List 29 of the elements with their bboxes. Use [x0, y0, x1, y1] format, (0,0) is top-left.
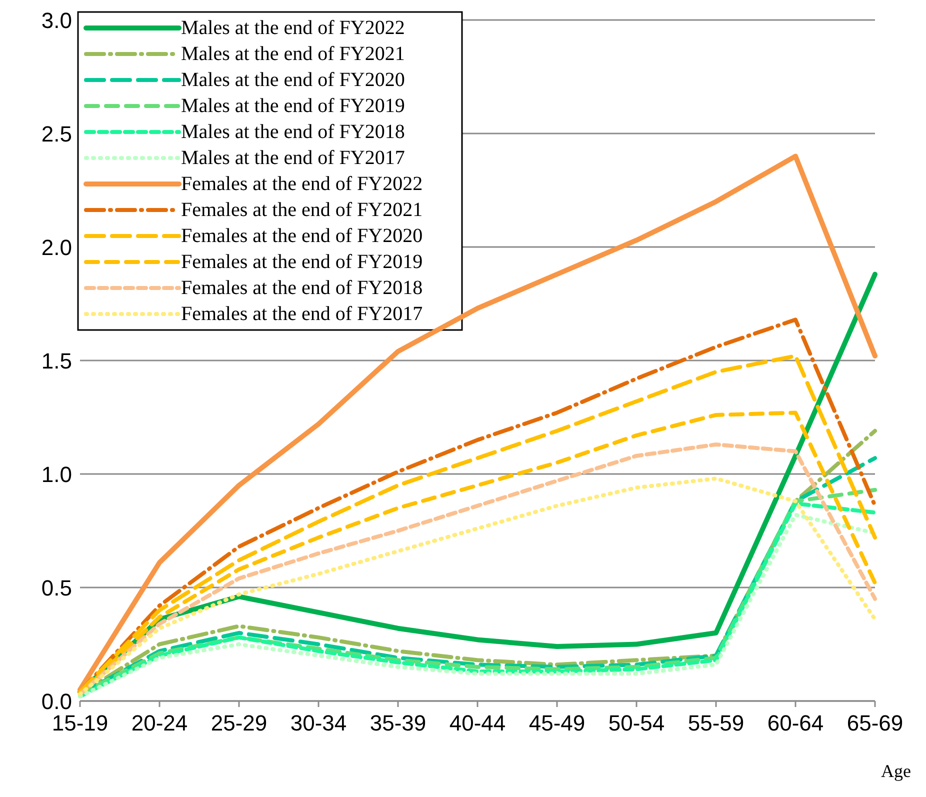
- legend-label: Females at the end of FY2020: [181, 225, 423, 247]
- legend-label: Females at the end of FY2017: [181, 303, 423, 325]
- x-tick-label: 20-24: [131, 710, 188, 736]
- y-tick-label: 1.5: [41, 348, 72, 374]
- x-tick-label: 40-44: [449, 710, 506, 736]
- x-tick-label: 45-49: [528, 710, 586, 736]
- y-tick-label: 2.5: [41, 121, 72, 146]
- x-tick-label: 30-34: [290, 710, 347, 736]
- x-tick-label: 65-69: [846, 710, 904, 736]
- legend-label: Males at the end of FY2019: [181, 95, 405, 117]
- x-tick-label: 35-39: [370, 710, 426, 736]
- y-tick-label: 3.0: [41, 8, 72, 33]
- y-tick-label: 1.0: [41, 462, 72, 487]
- legend-label: Females at the end of FY2022: [181, 173, 423, 195]
- x-tick-label: 50-54: [608, 710, 665, 736]
- legend-label: Females at the end of FY2018: [181, 277, 423, 299]
- legend-label: Females at the end of FY2021: [181, 199, 423, 221]
- legend-label: Males at the end of FY2021: [181, 43, 405, 65]
- legend-label: Males at the end of FY2022: [181, 17, 405, 39]
- y-tick-label: 2.0: [41, 234, 72, 260]
- y-tick-label: 0.5: [41, 575, 72, 600]
- legend-label: Females at the end of FY2019: [181, 251, 423, 273]
- legend-label: Males at the end of FY2020: [181, 69, 405, 91]
- x-axis-title: Age: [881, 761, 911, 781]
- x-tick-label: 25-29: [210, 710, 268, 736]
- x-tick-label: 55-59: [688, 710, 744, 736]
- legend-label: Males at the end of FY2018: [181, 121, 405, 143]
- legend-label: Males at the end of FY2017: [181, 147, 405, 169]
- x-tick-label: 60-64: [767, 710, 824, 736]
